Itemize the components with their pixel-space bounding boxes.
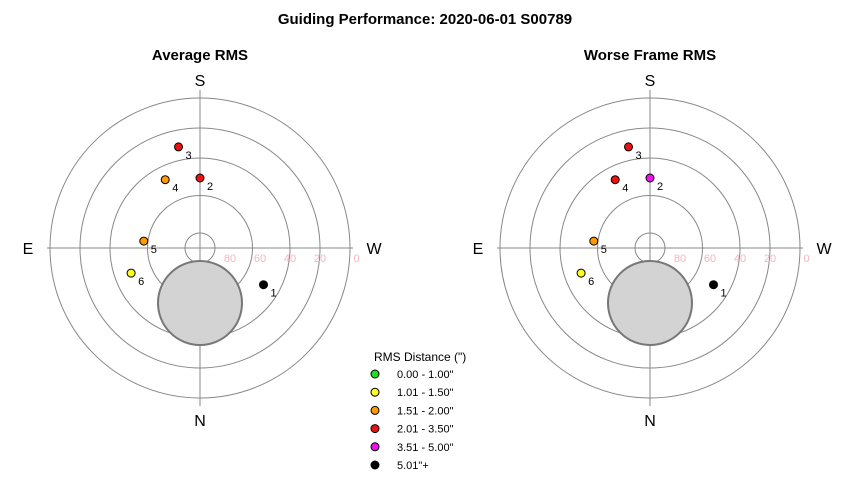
legend-label: 1.51 - 2.00": [397, 405, 454, 417]
legend-marker: [370, 387, 380, 397]
legend-marker: [370, 460, 380, 470]
polar-panel-1: Average RMS 80 60 40 20 0 S N E W 1 2 3 4 5 6: [23, 47, 383, 430]
panel-subtitle: Worse Frame RMS: [584, 47, 716, 64]
radial-tick-label: 80: [224, 253, 236, 265]
legend-item: 2.01 - 3.50": [370, 424, 454, 436]
data-point: [195, 173, 205, 183]
radial-tick-label: 0: [803, 253, 809, 265]
direction-label-right: W: [816, 241, 832, 258]
data-point: [126, 268, 136, 278]
data-point: [259, 280, 268, 290]
data-point-label: 2: [207, 181, 213, 193]
data-point-label: 1: [271, 288, 277, 300]
legend-label: 1.01 - 1.50": [397, 387, 454, 399]
legend-marker: [370, 442, 380, 452]
data-point-label: 2: [657, 181, 663, 193]
data-point: [610, 175, 620, 185]
direction-label-top: S: [645, 73, 656, 90]
panel-subtitle: Average RMS: [152, 47, 248, 64]
data-point-label: 4: [172, 183, 178, 195]
radial-tick-label: 60: [254, 253, 266, 265]
legend-label: 0.00 - 1.00": [397, 369, 454, 381]
data-point-label: 6: [588, 276, 594, 288]
radial-tick-label: 80: [674, 253, 686, 265]
data-point: [139, 236, 149, 246]
obstruction-mask: [157, 260, 243, 346]
radial-tick-label: 40: [734, 253, 746, 265]
data-point: [709, 280, 718, 290]
direction-label-bottom: N: [194, 413, 206, 430]
legend-label: 3.51 - 5.00": [397, 442, 454, 454]
data-point: [624, 142, 633, 152]
legend-item: 0.00 - 1.00": [370, 369, 454, 381]
radial-tick-label: 20: [764, 253, 776, 265]
data-point: [645, 173, 655, 183]
data-point: [174, 142, 183, 152]
data-point-label: 1: [721, 288, 727, 300]
legend-item: 1.01 - 1.50": [370, 387, 454, 399]
radial-tick-label: 60: [704, 253, 716, 265]
radial-tick-label: 40: [284, 253, 296, 265]
direction-label-left: E: [473, 241, 484, 258]
radial-tick-label: 20: [314, 253, 326, 265]
data-point: [160, 175, 170, 185]
legend-label: 2.01 - 3.50": [397, 424, 454, 436]
direction-label-bottom: N: [644, 413, 656, 430]
radial-tick-label: 0: [353, 253, 359, 265]
direction-label-top: S: [195, 73, 206, 90]
data-point: [589, 236, 599, 246]
direction-label-right: W: [366, 241, 382, 258]
legend-marker: [370, 369, 380, 379]
legend: RMS Distance (") 0.00 - 1.00" 1.01 - 1.50"…: [370, 350, 466, 472]
direction-label-left: E: [23, 241, 34, 258]
data-point: [576, 268, 586, 278]
legend-item: 3.51 - 5.00": [370, 442, 454, 454]
data-point-label: 4: [622, 183, 628, 195]
figure-title: Guiding Performance: 2020-06-01 S00789: [278, 11, 572, 28]
legend-marker: [370, 405, 380, 415]
legend-item: 1.51 - 2.00": [370, 405, 454, 417]
legend-marker: [370, 424, 380, 434]
legend-title: RMS Distance ("): [374, 350, 466, 364]
data-point-label: 3: [636, 150, 642, 162]
data-point-label: 5: [601, 244, 607, 256]
legend-label: 5.01"+: [397, 460, 429, 472]
legend-item: 5.01"+: [370, 460, 429, 472]
data-point-label: 6: [138, 276, 144, 288]
polar-panel-2: Worse Frame RMS 80 60 40 20 0 S N E W 1 2 3 4 5 6: [473, 47, 833, 430]
data-point-label: 5: [151, 244, 157, 256]
obstruction-mask: [607, 260, 693, 346]
data-point-label: 3: [186, 150, 192, 162]
